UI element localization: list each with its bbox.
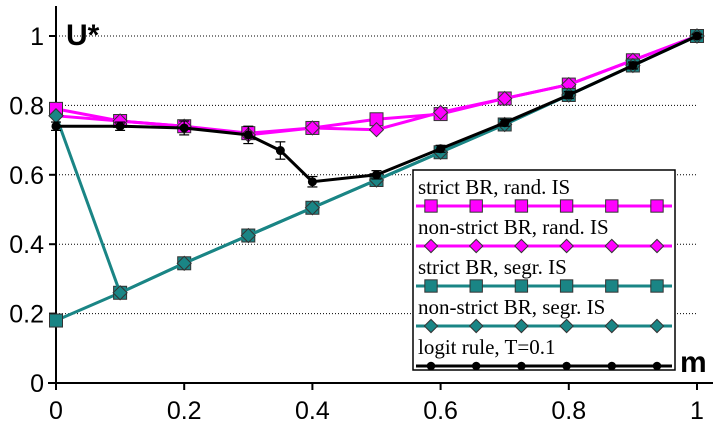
plot-area xyxy=(48,28,705,328)
point-4-11 xyxy=(692,31,702,41)
legend-marker-2-3 xyxy=(559,279,574,293)
point-1-5 xyxy=(368,121,385,138)
point-1-6 xyxy=(432,104,449,121)
point-4-6 xyxy=(372,170,381,180)
point-4-0 xyxy=(51,121,61,131)
legend-label-0: strict BR, rand. IS xyxy=(418,175,570,199)
legend-label-3: non-strict BR, segr. IS xyxy=(418,295,605,319)
point-3-2 xyxy=(176,255,192,271)
legend-marker-4-0 xyxy=(426,361,436,371)
legend-marker-4-1 xyxy=(471,361,481,371)
legend-marker-1-3 xyxy=(559,238,574,254)
x-tick-label-5: 1 xyxy=(690,397,704,425)
x-tick-label-0: 0 xyxy=(49,397,63,425)
legend-marker-2-4 xyxy=(605,279,619,293)
legend-box xyxy=(412,169,676,371)
y-tick-label-5: 1 xyxy=(30,23,44,51)
legend-marker-4-3 xyxy=(562,361,571,371)
legend-marker-4-2 xyxy=(517,361,526,371)
legend-marker-3-1 xyxy=(468,318,484,334)
legend-marker-3-4 xyxy=(604,318,620,334)
point-4-1 xyxy=(115,121,125,131)
x-tick-label-1: 0.2 xyxy=(167,397,202,425)
y-tick-label-3: 0.6 xyxy=(9,162,44,190)
legend-marker-0-5 xyxy=(650,199,664,213)
legend-marker-2-0 xyxy=(424,279,438,293)
y-axis-label: U* xyxy=(66,19,100,52)
series-line-4 xyxy=(56,34,698,184)
legend-marker-3-3 xyxy=(559,318,574,334)
point-3-1 xyxy=(112,285,128,301)
legend-label-2: strict BR, segr. IS xyxy=(418,255,567,279)
legend-marker-1-1 xyxy=(468,238,484,254)
point-4-4 xyxy=(275,146,285,156)
series-1 xyxy=(48,28,705,143)
legend-label-1: non-strict BR, rand. IS xyxy=(418,215,609,239)
point-4-5 xyxy=(307,177,317,187)
y-tick-label-1: 0.2 xyxy=(9,301,44,329)
tick-labels: 0 0.2 0.4 0.6 0.8 1 0 0.2 0.4 0.6 0.8 1 xyxy=(9,23,704,425)
x-tick-label-3: 0.6 xyxy=(423,397,458,425)
legend-marker-1-0 xyxy=(423,238,439,254)
legend-marker-3-0 xyxy=(423,318,439,334)
point-4-8 xyxy=(500,118,510,128)
legend-marker-2-5 xyxy=(650,279,664,293)
legend-marker-1-5 xyxy=(649,238,665,254)
point-1-4 xyxy=(304,120,321,136)
legend-marker-2-1 xyxy=(469,279,483,293)
y-tick-label-0: 0 xyxy=(30,370,44,398)
point-4-3 xyxy=(243,130,253,140)
point-2-0 xyxy=(49,313,63,328)
point-3-3 xyxy=(240,227,257,244)
legend-marker-3-5 xyxy=(649,318,665,334)
point-4-9 xyxy=(564,90,574,100)
y-tick-label-4: 0.8 xyxy=(9,92,44,120)
legend-marker-0-3 xyxy=(559,199,574,213)
legend-marker-3-2 xyxy=(514,318,529,334)
point-4-7 xyxy=(436,144,446,154)
legend-marker-0-0 xyxy=(424,199,438,213)
point-1-7 xyxy=(496,90,513,107)
legend: strict BR, rand. IS non-strict BR, rand. … xyxy=(412,169,676,371)
series-4 xyxy=(51,31,702,188)
x-axis-label: m xyxy=(680,346,707,379)
legend-marker-0-1 xyxy=(469,199,483,213)
legend-marker-0-4 xyxy=(605,199,619,213)
point-4-2 xyxy=(179,123,189,133)
point-3-4 xyxy=(304,200,321,216)
legend-marker-2-2 xyxy=(514,279,529,293)
legend-marker-0-2 xyxy=(514,199,529,213)
x-tick-label-4: 0.8 xyxy=(551,397,586,425)
point-4-10 xyxy=(628,60,638,70)
x-tick-label-2: 0.4 xyxy=(295,397,330,425)
legend-label-4: logit rule, T=0.1 xyxy=(418,335,555,359)
y-tick-label-2: 0.4 xyxy=(9,231,44,259)
legend-marker-4-4 xyxy=(607,361,617,371)
legend-marker-1-4 xyxy=(604,238,620,254)
legend-marker-1-2 xyxy=(514,238,529,254)
legend-marker-4-5 xyxy=(652,361,662,371)
